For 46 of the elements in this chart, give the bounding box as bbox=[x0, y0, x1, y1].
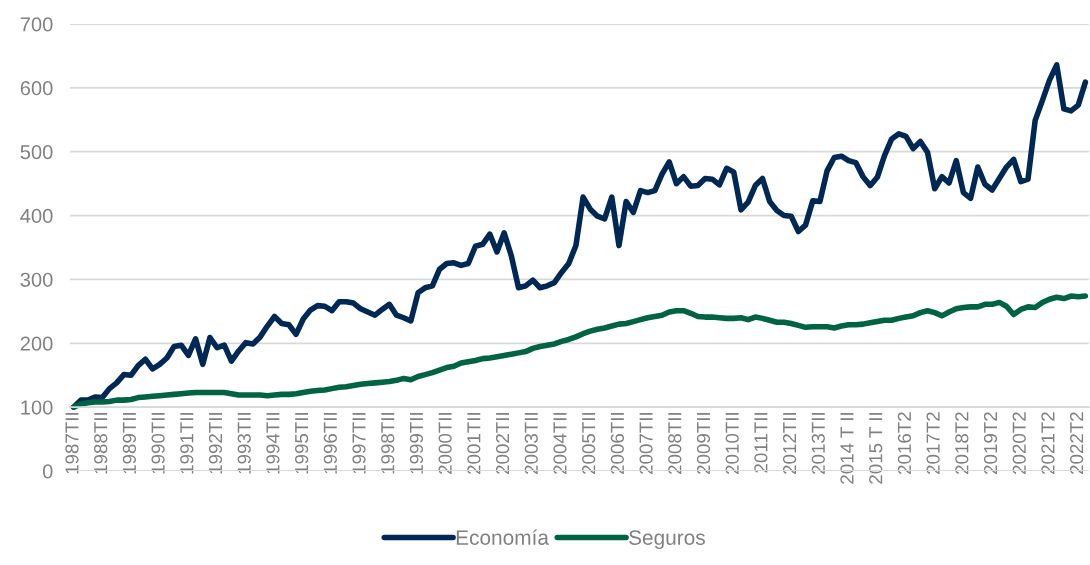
x-tick-label: 2003TII bbox=[524, 413, 538, 474]
x-tick-label: 2006TII bbox=[610, 413, 624, 474]
x-tick-label: 1989TII bbox=[122, 413, 137, 474]
x-tick-label: 1999TII bbox=[409, 413, 424, 474]
x-tick-label: 1987TII bbox=[65, 413, 79, 474]
x-tick-label: 1996TII bbox=[323, 413, 337, 474]
x-tick-label: 2012TII bbox=[782, 413, 797, 474]
y-tick-label: 500 bbox=[20, 144, 53, 160]
y-tick-label: 600 bbox=[20, 81, 53, 96]
legend-label: Seguros bbox=[629, 530, 705, 550]
x-tick-label: 1998TII bbox=[381, 413, 395, 474]
y-tick-label: 300 bbox=[20, 272, 53, 287]
x-tick-label: 2011TII bbox=[754, 413, 768, 473]
x-tick-label: 1997TII bbox=[352, 413, 366, 474]
x-tick-label: 1990TII bbox=[151, 413, 165, 474]
x-tick-label: 2001TII bbox=[467, 413, 481, 474]
x-tick-label: 2009TII bbox=[696, 413, 711, 474]
x-tick-label: 2021T2 bbox=[1041, 412, 1055, 474]
x-tick-label: 2013TII bbox=[811, 413, 825, 474]
x-tick-label: 2022T2 bbox=[1069, 412, 1084, 474]
y-tick-label: 700 bbox=[20, 17, 53, 32]
x-tick-label: 2020T2 bbox=[1012, 412, 1026, 474]
x-tick-label: 2017T2 bbox=[926, 412, 940, 474]
x-tick-label: 1992TII bbox=[208, 413, 223, 474]
legend-label: Economía bbox=[456, 529, 549, 545]
x-tick-label: 2019T2 bbox=[983, 412, 998, 474]
x-tick-label: 1988TII bbox=[94, 413, 108, 474]
x-tick-label: 2016T2 bbox=[897, 412, 912, 474]
x-tick-label: 1995TII bbox=[294, 413, 309, 474]
x-tick-label: 2004TII bbox=[553, 413, 567, 474]
x-tick-label: 2010TII bbox=[725, 413, 739, 474]
x-tick-label: 1991TII bbox=[180, 413, 194, 474]
x-tick-label: 2002TII bbox=[495, 413, 510, 474]
y-tick-label: 400 bbox=[20, 208, 53, 224]
y-tick-label: 0 bbox=[42, 464, 53, 479]
x-tick-label: 2015 T II bbox=[869, 413, 883, 484]
x-tick-label: 2018T2 bbox=[955, 412, 969, 474]
x-tick-label: 2014 T II bbox=[840, 413, 854, 484]
x-tick-label: 2008TII bbox=[668, 413, 682, 474]
x-tick-label: 2007TII bbox=[639, 413, 653, 474]
x-tick-label: 1993TII bbox=[237, 413, 251, 474]
y-tick-label: 200 bbox=[20, 336, 53, 351]
x-tick-label: 2000TII bbox=[438, 413, 452, 474]
x-tick-label: 2005TII bbox=[582, 413, 596, 474]
x-tick-label: 1994TII bbox=[266, 413, 280, 474]
y-tick-label: 100 bbox=[21, 400, 53, 415]
